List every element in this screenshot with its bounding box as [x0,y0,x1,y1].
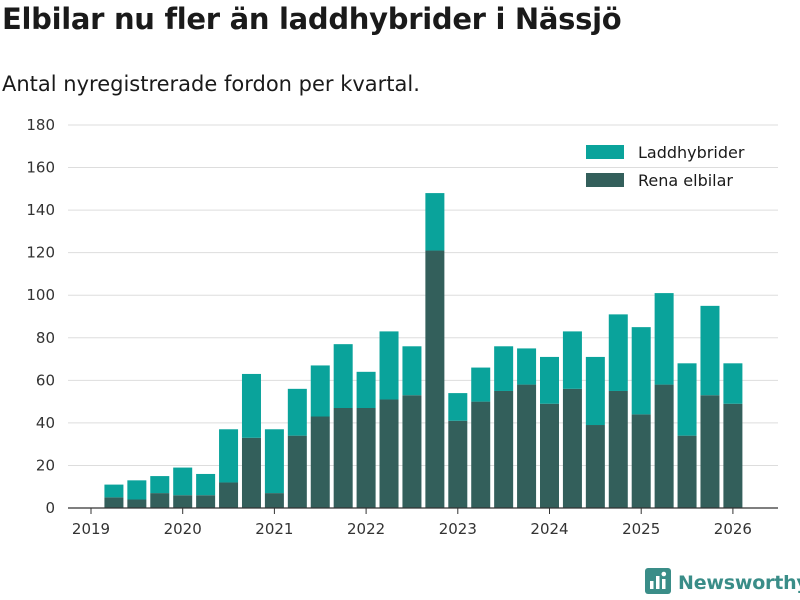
bar-rena-elbilar [723,403,743,508]
bar-rena-elbilar [654,384,674,508]
bar-laddhybrider [631,327,651,415]
bar-laddhybrider [608,314,628,391]
y-tick-label: 60 [36,371,55,389]
x-axis: 2019 2020 2021 2022 2023 2024 2025 2026 [68,507,778,538]
bar-laddhybrider [287,388,307,436]
y-tick-label: 100 [26,286,55,304]
brand: Newsworthy [645,568,800,598]
bar-laddhybrider [494,346,514,391]
bar-laddhybrider [540,356,559,404]
x-tick-label: 2023 [439,520,477,538]
legend-label-laddhybrider: Laddhybrider [638,143,745,162]
brand-name: Newsworthy [678,572,800,594]
bar-rena-elbilar [196,495,216,508]
bar-laddhybrider [104,484,124,498]
bar-laddhybrider [264,429,284,494]
x-tick-label: 2025 [622,520,660,538]
y-tick-label: 80 [36,329,55,347]
bar-rena-elbilar [379,399,399,508]
bar-laddhybrider [654,293,674,385]
bar-laddhybrider [585,356,605,426]
bar-laddhybrider [173,467,193,496]
bar-rena-elbilar [677,435,697,508]
bar-rena-elbilar [310,416,330,508]
bar-rena-elbilar [241,437,261,508]
bar-rena-elbilar [356,407,376,508]
legend-swatch-laddhybrider [586,145,624,159]
bar-laddhybrider [700,305,720,396]
bar-laddhybrider [356,371,376,408]
bar-rena-elbilar [287,435,307,508]
y-tick-label: 0 [45,499,55,517]
y-tick-label: 20 [36,456,55,474]
y-tick-label: 180 [26,116,55,134]
bar-laddhybrider [127,480,147,500]
bar-laddhybrider [677,363,697,436]
bar-rena-elbilar [494,390,514,508]
bar-rena-elbilar [425,250,445,509]
bar-rena-elbilar [264,493,284,508]
newsworthy-logo-icon [645,568,671,598]
bar-rena-elbilar [631,414,651,508]
bar-laddhybrider [219,429,239,483]
y-tick-label: 40 [36,414,55,432]
y-tick-label: 120 [26,244,55,262]
bar-rena-elbilar [540,403,559,508]
bar-laddhybrider [310,365,330,417]
legend: Laddhybrider Rena elbilar [586,143,745,190]
bar-laddhybrider [448,393,468,421]
bar-rena-elbilar [104,497,124,508]
x-tick-label: 2026 [714,520,752,538]
x-tick-label: 2020 [164,520,202,538]
bar-laddhybrider [517,348,537,385]
bar-laddhybrider [241,373,261,438]
bar-rena-elbilar [517,384,537,508]
bar-laddhybrider [379,331,399,400]
bar-rena-elbilar [333,407,353,508]
bar-laddhybrider [402,346,422,396]
bar-rena-elbilar [127,499,147,508]
bar-rena-elbilar [219,482,239,508]
y-tick-label: 160 [26,159,55,177]
bar-rena-elbilar [585,425,605,508]
legend-swatch-rena-elbilar [586,173,624,187]
bar-rena-elbilar [173,495,193,508]
bar-rena-elbilar [448,420,468,508]
y-axis-ticks: 0 20 40 60 80 100 120 140 160 180 [26,116,55,517]
bar-laddhybrider [425,193,445,251]
bar-rena-elbilar [471,401,491,508]
x-tick-label: 2019 [72,520,110,538]
bar-laddhybrider [562,331,582,389]
chart-subtitle: Antal nyregistrerade fordon per kvartal. [2,72,420,96]
bar-laddhybrider [333,344,353,408]
x-tick-label: 2024 [530,520,568,538]
chart-title: Elbilar nu fler än laddhybrider i Nässjö [2,2,622,36]
bar-laddhybrider [723,363,743,404]
bar-rena-elbilar [150,493,170,508]
bar-laddhybrider [471,367,491,402]
legend-label-rena-elbilar: Rena elbilar [638,171,733,190]
bar-rena-elbilar [700,395,720,508]
x-tick-label: 2021 [255,520,293,538]
bar-laddhybrider [196,473,216,496]
bar-rena-elbilar [402,395,422,508]
y-tick-label: 140 [26,201,55,219]
bar-rena-elbilar [562,388,582,508]
x-tick-label: 2022 [347,520,385,538]
bar-laddhybrider [150,476,170,494]
bars [104,193,743,509]
bar-rena-elbilar [608,390,628,508]
